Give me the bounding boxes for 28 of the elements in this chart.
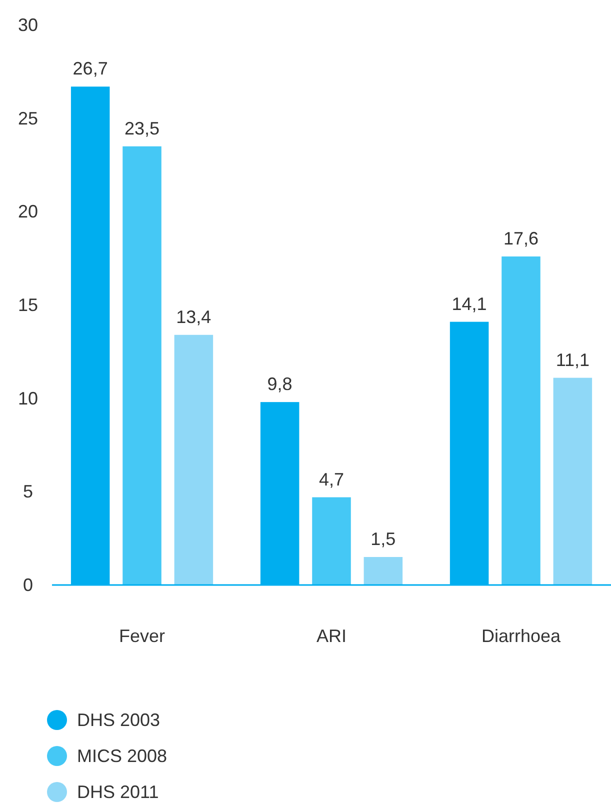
- y-tick-label: 15: [18, 295, 38, 315]
- legend-label: DHS 2011: [77, 782, 159, 802]
- data-label: 23,5: [124, 118, 160, 138]
- bar: [122, 146, 162, 585]
- bar: [553, 378, 592, 585]
- y-tick-label: 25: [18, 108, 38, 128]
- data-label: 1,5: [370, 529, 396, 549]
- data-label: 13,4: [176, 306, 212, 327]
- data-label: 17,6: [503, 228, 539, 248]
- data-label: 11,1: [556, 350, 590, 370]
- bar: [502, 256, 540, 585]
- data-label: 14,1: [452, 294, 487, 314]
- y-tick-label: 0: [22, 575, 34, 595]
- y-tick-label: 5: [22, 482, 34, 502]
- x-tick-label: Fever: [119, 626, 166, 646]
- y-tick-label: 20: [18, 202, 38, 222]
- legend-label: MICS 2008: [77, 746, 168, 766]
- data-label: 26,7: [72, 58, 108, 79]
- x-tick-label: ARI: [316, 626, 347, 646]
- bar: [312, 497, 351, 585]
- bar: [364, 557, 403, 585]
- bar: [174, 334, 214, 585]
- legend-label: DHS 2003: [77, 710, 160, 730]
- y-tick-label: 30: [18, 15, 38, 35]
- x-tick-label: Diarrhoea: [481, 626, 562, 646]
- y-tick-label: 10: [18, 388, 38, 408]
- data-label: 4,7: [318, 469, 344, 490]
- data-label: 9,8: [267, 374, 292, 394]
